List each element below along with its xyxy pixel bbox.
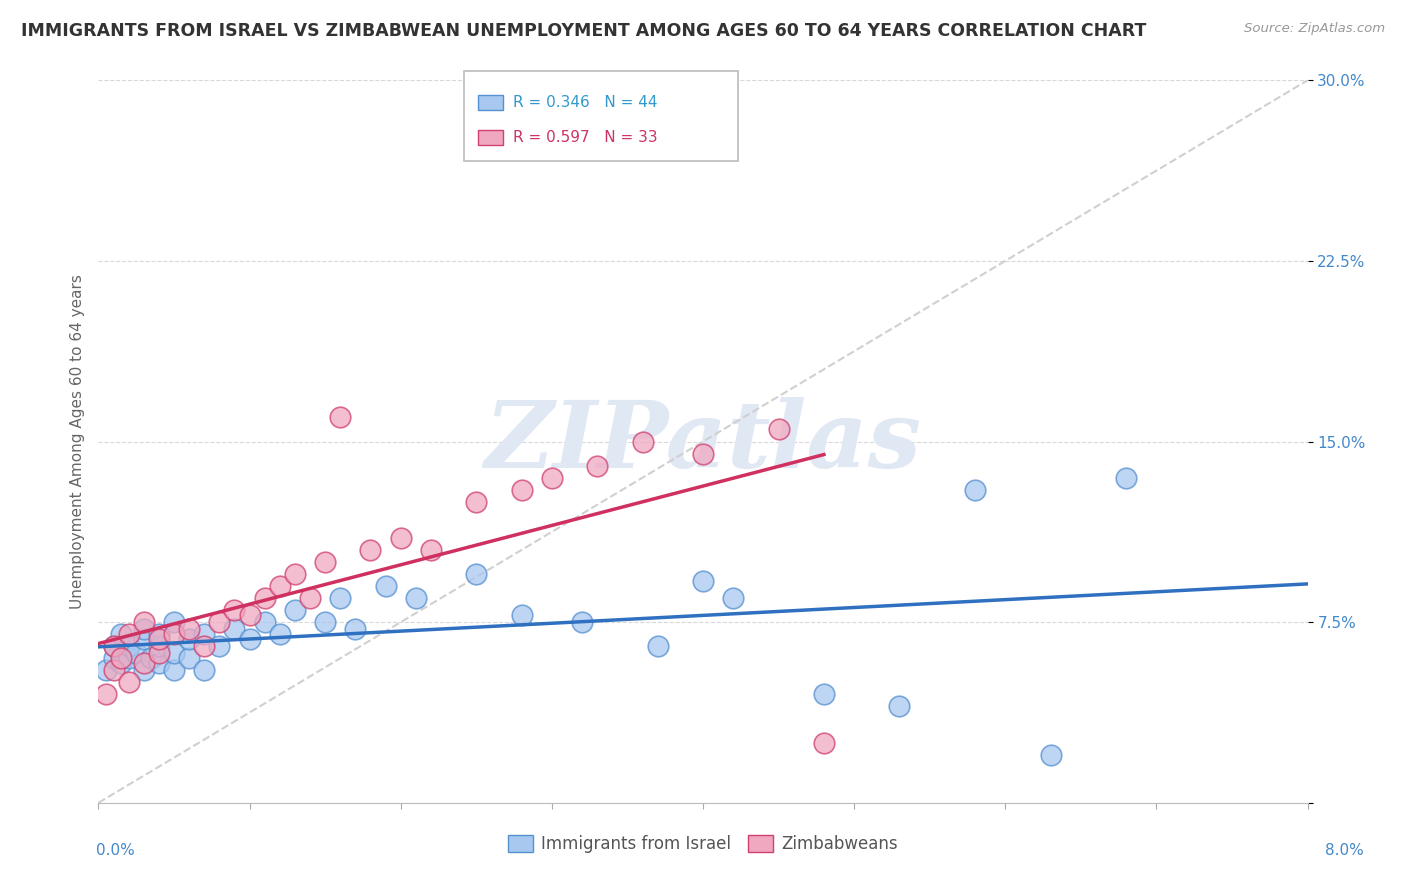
Point (329, 410, 352, 425)
Point (125, 647, 148, 661)
Point (148, 632, 170, 646)
Point (163, 664, 186, 678)
Point (239, 632, 262, 646)
Point (132, 664, 155, 678)
Point (389, 531, 412, 545)
Point (118, 639, 141, 653)
Point (110, 656, 132, 670)
Point (118, 675, 141, 690)
Point (148, 656, 170, 670)
Point (1039, 747, 1062, 762)
Point (692, 574, 714, 589)
Point (148, 639, 170, 653)
Point (141, 651, 163, 665)
Point (965, 483, 987, 497)
Point (889, 699, 911, 714)
Point (692, 446, 714, 460)
Point (269, 579, 291, 593)
Point (103, 639, 125, 653)
Point (94, 687, 117, 701)
Point (510, 607, 533, 622)
Point (405, 591, 427, 605)
Text: ZIPatlas: ZIPatlas (485, 397, 921, 486)
Point (314, 555, 336, 569)
Point (586, 458, 609, 473)
Point (571, 615, 593, 630)
Point (163, 647, 186, 661)
Point (132, 656, 155, 670)
Point (284, 603, 307, 617)
Point (179, 623, 201, 637)
Point (118, 651, 141, 665)
Text: 0.0%: 0.0% (96, 843, 135, 858)
Legend: Immigrants from Israel, Zimbabweans: Immigrants from Israel, Zimbabweans (502, 828, 904, 860)
Point (193, 627, 215, 641)
Point (110, 627, 132, 641)
Point (813, 687, 835, 701)
Point (118, 627, 141, 641)
Text: R = 0.597   N = 33: R = 0.597 N = 33 (513, 130, 658, 145)
Point (420, 542, 443, 557)
Point (465, 494, 488, 508)
Point (723, 591, 745, 605)
Point (299, 591, 322, 605)
Point (813, 735, 835, 749)
Point (374, 579, 396, 593)
Point (179, 651, 201, 665)
Point (148, 627, 170, 641)
Point (208, 639, 231, 653)
Point (103, 651, 125, 665)
Point (163, 615, 186, 630)
Point (239, 607, 262, 622)
Point (148, 647, 170, 661)
Text: 8.0%: 8.0% (1324, 843, 1364, 858)
Point (179, 632, 201, 646)
Point (284, 567, 307, 582)
Point (193, 664, 215, 678)
Point (344, 623, 367, 637)
Point (132, 623, 155, 637)
Point (132, 632, 155, 646)
Point (208, 615, 231, 630)
Point (1115, 470, 1137, 484)
Point (94, 664, 117, 678)
Point (253, 591, 276, 605)
Text: R = 0.346   N = 44: R = 0.346 N = 44 (513, 95, 658, 110)
Point (540, 470, 562, 484)
Point (269, 627, 291, 641)
Point (193, 639, 215, 653)
Point (132, 615, 155, 630)
Point (631, 434, 654, 449)
Text: IMMIGRANTS FROM ISRAEL VS ZIMBABWEAN UNEMPLOYMENT AMONG AGES 60 TO 64 YEARS CORR: IMMIGRANTS FROM ISRAEL VS ZIMBABWEAN UNE… (21, 22, 1146, 40)
Point (329, 591, 352, 605)
Point (768, 422, 790, 436)
Point (647, 639, 669, 653)
Point (224, 623, 246, 637)
Point (510, 483, 533, 497)
Point (163, 627, 186, 641)
Y-axis label: Unemployment Among Ages 60 to 64 years: Unemployment Among Ages 60 to 64 years (69, 274, 84, 609)
Point (103, 664, 125, 678)
Point (465, 567, 488, 582)
Point (110, 651, 132, 665)
Point (360, 542, 382, 557)
Point (103, 639, 125, 653)
Point (253, 615, 276, 630)
Point (224, 603, 246, 617)
Point (314, 615, 336, 630)
Text: Source: ZipAtlas.com: Source: ZipAtlas.com (1244, 22, 1385, 36)
